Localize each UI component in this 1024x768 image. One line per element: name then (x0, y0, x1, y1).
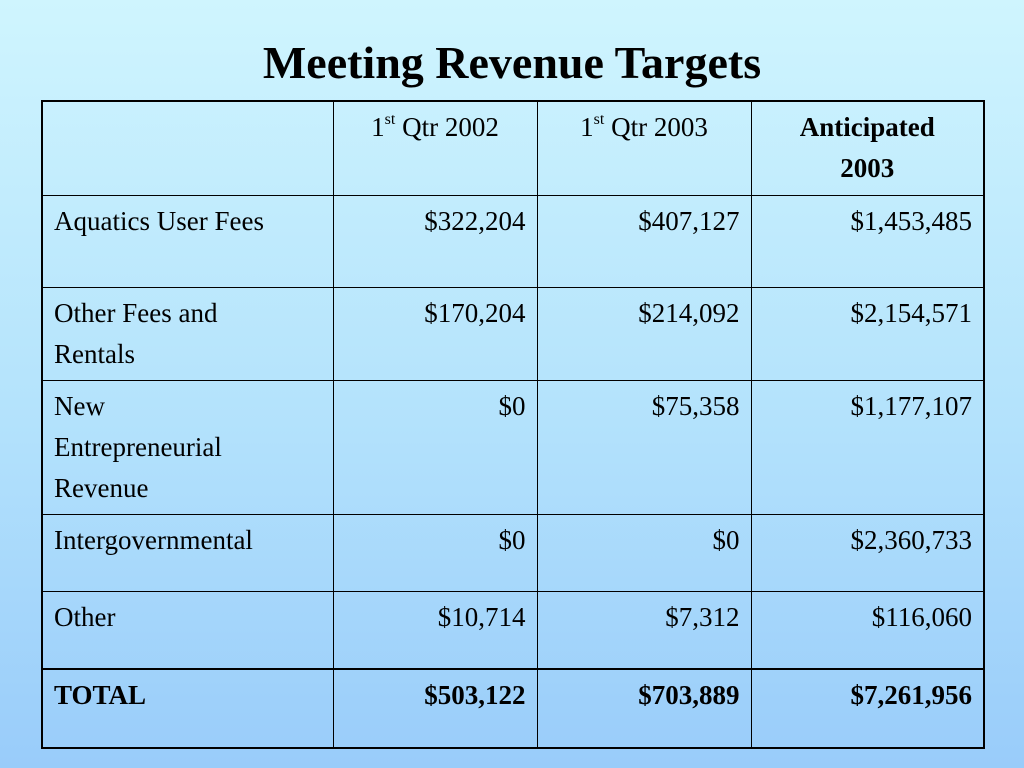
cell-q1-2003: $0 (536, 514, 752, 592)
revenue-table: 1st Qtr 2002 1st Qtr 2003 Anticipated 200… (41, 100, 985, 749)
header-q1-2002-text: Qtr 2002 (395, 112, 499, 142)
header-q1-2002-ordinal: st (384, 111, 396, 128)
header-empty-cell (41, 100, 334, 196)
cell-anticipated-2003: $2,154,571 (750, 287, 985, 381)
total-anticipated-2003: $7,261,956 (750, 668, 985, 749)
row-label: Aquatics User Fees (41, 195, 334, 288)
header-q1-2002: 1st Qtr 2002 (332, 100, 538, 196)
table-row: Other $10,714 $7,312 $116,060 (41, 591, 985, 670)
row-label: Intergovernmental (41, 514, 334, 592)
slide-title: Meeting Revenue Targets (262, 37, 762, 88)
cell-q1-2003: $7,312 (536, 591, 752, 670)
cell-q1-2002: $0 (332, 514, 538, 592)
cell-q1-2002: $0 (332, 380, 538, 515)
row-label-line1: Other Fees and (54, 298, 218, 328)
row-label: Other (41, 591, 334, 670)
table-row: Other Fees and Rentals $170,204 $214,092 … (41, 287, 985, 381)
total-q1-2003: $703,889 (536, 668, 752, 749)
table-header-row: 1st Qtr 2002 1st Qtr 2003 Anticipated 200… (41, 100, 985, 196)
cell-anticipated-2003: $1,453,485 (750, 195, 985, 288)
total-row: TOTAL $503,122 $703,889 $7,261,956 (41, 668, 985, 749)
header-anticipated-line2: 2003 (840, 153, 895, 183)
row-label-line3: Revenue (54, 473, 149, 503)
cell-q1-2003: $407,127 (536, 195, 752, 288)
row-label-line1: New (54, 391, 105, 421)
cell-q1-2003: $75,358 (536, 380, 752, 515)
row-label-line2: Entrepreneurial (54, 432, 222, 462)
header-q1-2002-number: 1 (371, 112, 385, 142)
total-q1-2002: $503,122 (332, 668, 538, 749)
header-anticipated-2003: Anticipated 2003 (750, 100, 985, 196)
total-label: TOTAL (41, 668, 334, 749)
table-row: New Entrepreneurial Revenue $0 $75,358 $1,… (41, 380, 985, 515)
header-q1-2003-ordinal: st (593, 111, 605, 128)
row-label: New Entrepreneurial Revenue (41, 380, 334, 515)
cell-q1-2003: $214,092 (536, 287, 752, 381)
row-label-line2: Rentals (54, 339, 135, 369)
header-anticipated-line1: Anticipated (799, 112, 935, 142)
cell-q1-2002: $10,714 (332, 591, 538, 670)
cell-anticipated-2003: $2,360,733 (750, 514, 985, 592)
table-row: Aquatics User Fees $322,204 $407,127 $1,… (41, 195, 985, 288)
table-row: Intergovernmental $0 $0 $2,360,733 (41, 514, 985, 592)
cell-q1-2002: $170,204 (332, 287, 538, 381)
header-q1-2003-text: Qtr 2003 (604, 112, 708, 142)
header-q1-2003-number: 1 (580, 112, 594, 142)
header-q1-2003: 1st Qtr 2003 (536, 100, 752, 196)
cell-anticipated-2003: $116,060 (750, 591, 985, 670)
row-label: Other Fees and Rentals (41, 287, 334, 381)
cell-q1-2002: $322,204 (332, 195, 538, 288)
cell-anticipated-2003: $1,177,107 (750, 380, 985, 515)
